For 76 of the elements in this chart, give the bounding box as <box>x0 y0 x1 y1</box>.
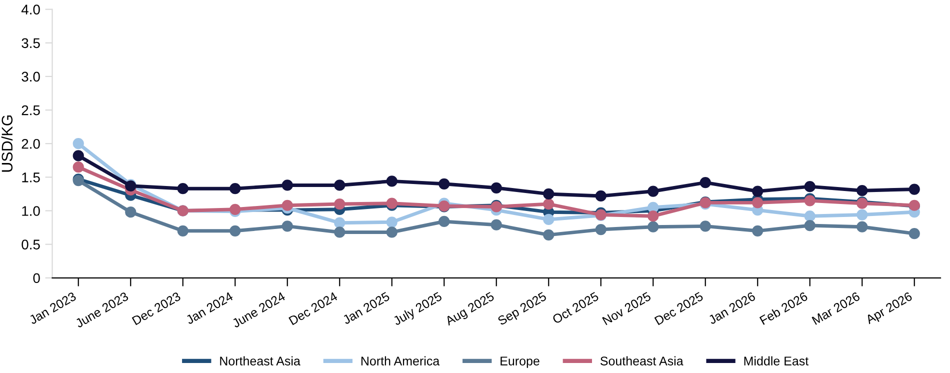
point <box>282 220 293 232</box>
legend-label: North America <box>361 356 440 366</box>
point <box>804 220 816 232</box>
point <box>386 216 398 228</box>
point <box>804 181 816 192</box>
point <box>700 220 711 232</box>
point <box>282 180 293 191</box>
point <box>125 206 136 218</box>
point <box>648 186 659 197</box>
point <box>72 138 84 150</box>
x-tick-label: June 2023 <box>74 292 129 328</box>
point <box>282 200 293 211</box>
point <box>543 198 554 210</box>
point <box>490 219 502 230</box>
x-tick-label: July 2025 <box>392 291 444 328</box>
y-tick-label: 1.5 <box>22 172 40 182</box>
point <box>230 183 241 194</box>
point <box>700 176 711 188</box>
point <box>752 197 764 208</box>
x-tick-label: Mar 2026 <box>812 292 860 325</box>
point <box>177 225 188 236</box>
y-tick-label: 2.5 <box>22 105 40 116</box>
x-tick-label: Apr 2026 <box>864 292 914 327</box>
y-tick-label: 1.0 <box>22 206 40 216</box>
point <box>72 162 84 173</box>
x-tick-label: Sep 2025 <box>497 292 548 328</box>
x-tick-label: Aug 2025 <box>444 292 496 328</box>
x-tick-label: Jan 2023 <box>28 292 77 325</box>
x-tick-label: Jan 2025 <box>342 292 390 325</box>
y-tick-label: 2.0 <box>22 138 40 149</box>
point <box>177 183 188 194</box>
y-tick-label: 3.0 <box>22 72 40 82</box>
point <box>334 217 346 228</box>
x-tick-label: Dec 2025 <box>654 292 704 326</box>
point <box>334 226 346 238</box>
point <box>804 210 816 222</box>
y-axis-title: USD/KG <box>1 115 13 172</box>
point <box>752 186 764 197</box>
point <box>752 225 764 236</box>
y-tick-label: 3.5 <box>22 38 40 48</box>
point <box>908 228 920 240</box>
x-tick-label: Nov 2025 <box>602 292 652 326</box>
point <box>856 209 868 220</box>
point <box>72 150 84 162</box>
point <box>543 229 554 240</box>
legend-label: Middle East <box>744 356 809 366</box>
legend-label: Europe <box>500 356 540 368</box>
point <box>386 176 398 187</box>
point <box>543 188 554 200</box>
legend-label: Southeast Asia <box>600 356 684 366</box>
x-tick-label: Feb 2026 <box>759 291 808 325</box>
x-tick-label: Oct 2025 <box>552 292 600 324</box>
x-tick-label: Jan 2026 <box>708 292 756 325</box>
x-tick-label: Dec 2024 <box>288 292 338 326</box>
legend-label: Northeast Asia <box>220 356 300 366</box>
point <box>595 224 606 236</box>
point <box>386 226 398 238</box>
point <box>648 221 659 232</box>
point <box>543 214 554 226</box>
point <box>908 184 920 195</box>
x-tick-label: June 2024 <box>231 292 286 328</box>
point <box>648 210 659 222</box>
point <box>438 178 450 190</box>
x-tick-label: Dec 2023 <box>132 292 182 326</box>
point <box>490 182 502 194</box>
point <box>230 225 241 236</box>
point <box>595 190 606 202</box>
point <box>334 198 346 210</box>
x-tick-label: Jan 2024 <box>185 292 234 325</box>
y-tick-label: 0.5 <box>22 240 40 250</box>
point <box>438 216 450 228</box>
y-tick-label: 0 <box>33 273 40 284</box>
point <box>856 185 868 196</box>
y-tick-label: 4.0 <box>21 4 40 14</box>
point <box>334 180 346 191</box>
point <box>856 221 868 232</box>
